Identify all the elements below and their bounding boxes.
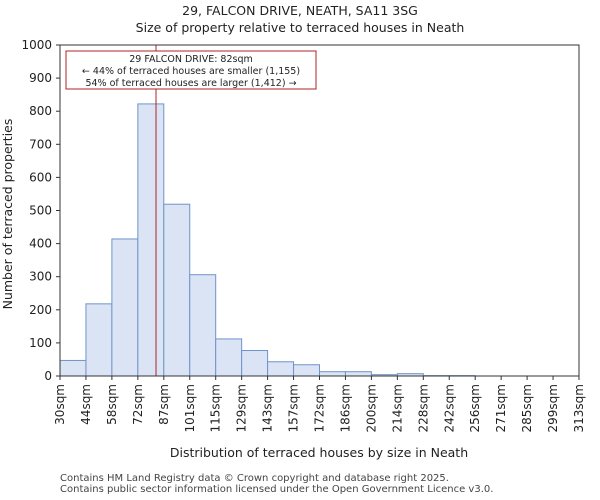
chart-subtitle: Size of property relative to terraced ho… — [136, 20, 465, 35]
y-tick-label: 400 — [29, 237, 52, 251]
y-tick-label: 100 — [29, 336, 52, 350]
bar-129sqm — [241, 350, 269, 377]
bar-186sqm — [344, 371, 372, 377]
x-tick-label: 172sqm — [313, 384, 327, 432]
bar-157sqm — [293, 364, 320, 377]
annotation-line-1: 29 FALCON DRIVE: 82sqm — [129, 54, 253, 65]
bar-143sqm — [267, 361, 295, 377]
bar-101sqm — [189, 274, 217, 377]
annotation-box: 29 FALCON DRIVE: 82sqm ← 44% of terraced… — [65, 50, 317, 90]
x-tick-label: 256sqm — [468, 384, 482, 432]
x-tick-label: 228sqm — [416, 384, 430, 432]
x-tick-label: 143sqm — [261, 384, 275, 432]
bars-group — [59, 103, 476, 377]
y-tick-label: 800 — [29, 104, 52, 118]
y-tick-label: 600 — [29, 170, 52, 184]
footer-line-1: Contains HM Land Registry data © Crown c… — [60, 473, 449, 484]
x-tick-label: 72sqm — [131, 384, 145, 425]
x-tick-label: 115sqm — [209, 384, 223, 432]
annotation-line-2: ← 44% of terraced houses are smaller (1,… — [82, 66, 300, 77]
bar-58sqm — [111, 238, 139, 377]
plot-frame — [59, 44, 580, 377]
bar-87sqm — [163, 203, 191, 377]
bar-30sqm — [59, 359, 87, 377]
x-tick-label: 214sqm — [390, 384, 404, 432]
annotation-line-3: 54% of terraced houses are larger (1,412… — [85, 78, 296, 89]
y-tick-label: 1000 — [21, 38, 52, 52]
x-tick-label: 58sqm — [105, 384, 119, 425]
bar-172sqm — [319, 371, 346, 377]
footer-line-2: Contains public sector information licen… — [60, 484, 494, 495]
x-axis-label: Distribution of terraced houses by size … — [170, 445, 468, 460]
attribution-footer: Contains HM Land Registry data © Crown c… — [60, 473, 493, 495]
x-tick-label: 87sqm — [157, 384, 171, 425]
y-tick-label: 200 — [29, 303, 52, 317]
y-tick-label: 0 — [44, 369, 52, 383]
x-tick-label: 299sqm — [546, 384, 560, 432]
x-tick-label: 186sqm — [338, 384, 352, 432]
x-tick-label: 129sqm — [235, 384, 249, 432]
x-tick-label: 285sqm — [520, 384, 534, 432]
chart-title: 29, FALCON DRIVE, NEATH, SA11 3SG — [182, 3, 418, 18]
y-axis: 0 100 200 300 400 500 600 700 800 900 1000 — [21, 38, 60, 383]
x-tick-label: 30sqm — [53, 384, 67, 425]
bar-115sqm — [215, 338, 243, 377]
bar-72sqm — [137, 103, 165, 377]
y-tick-label: 500 — [29, 204, 52, 218]
y-tick-label: 300 — [29, 270, 52, 284]
x-tick-label: 200sqm — [364, 384, 378, 432]
x-tick-label: 44sqm — [79, 384, 93, 425]
y-axis-label: Number of terraced properties — [0, 119, 15, 310]
x-axis: 30sqm 44sqm 58sqm 72sqm 87sqm 101sqm 115sqm 129… — [53, 376, 586, 432]
x-tick-label: 101sqm — [183, 384, 197, 432]
x-tick-label: 313sqm — [572, 384, 586, 432]
x-tick-label: 157sqm — [287, 384, 301, 432]
x-tick-label: 271sqm — [494, 384, 508, 432]
y-tick-label: 900 — [29, 71, 52, 85]
histogram-chart: 29, FALCON DRIVE, NEATH, SA11 3SG Size o… — [0, 3, 586, 460]
y-tick-label: 700 — [29, 137, 52, 151]
x-tick-label: 242sqm — [442, 384, 456, 432]
bar-44sqm — [85, 303, 113, 377]
